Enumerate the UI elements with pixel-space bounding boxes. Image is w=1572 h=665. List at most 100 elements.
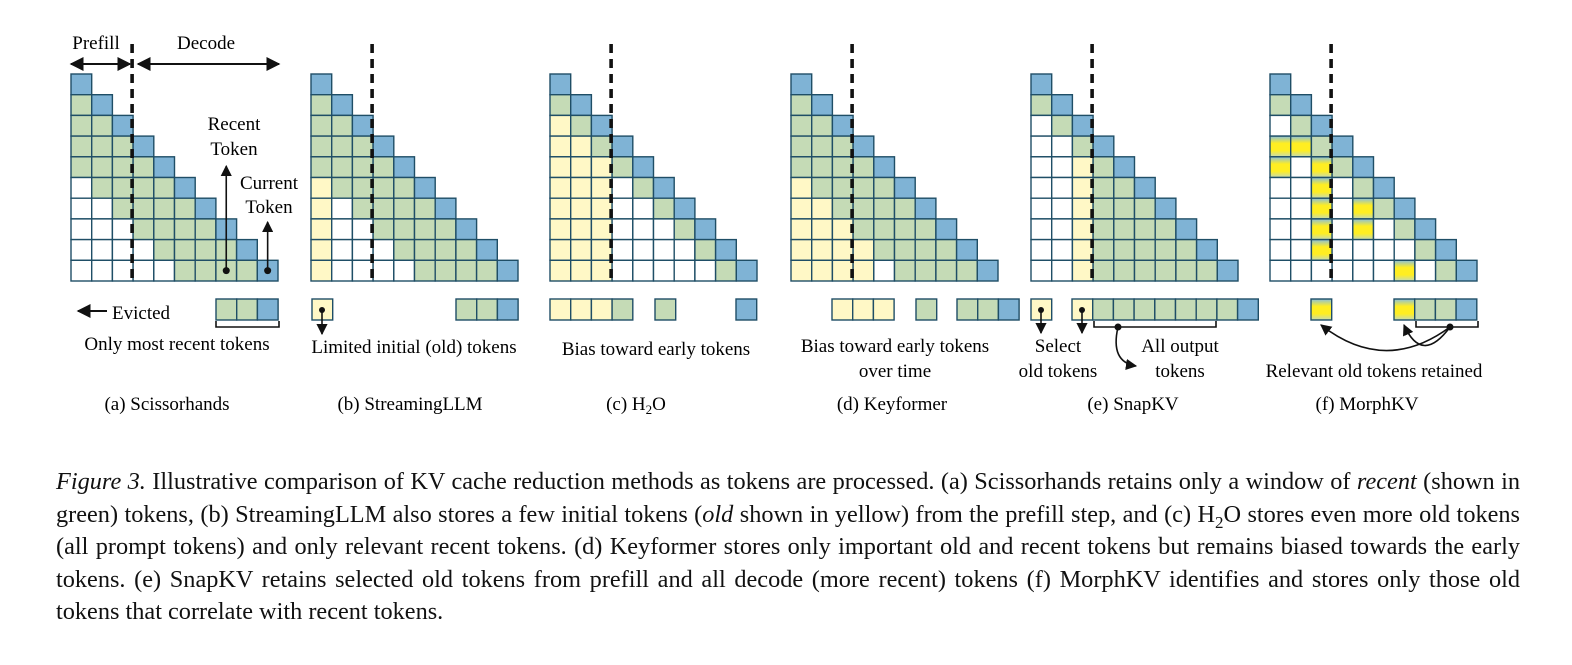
grid-cell — [132, 238, 155, 262]
grid-cell — [1133, 197, 1156, 220]
grid-cell — [590, 135, 613, 158]
grid-cell — [632, 156, 655, 179]
retained-token — [872, 298, 895, 321]
retained-token — [549, 298, 572, 321]
grid-cell — [90, 259, 114, 282]
grid-cell — [153, 156, 176, 179]
grid-cell — [570, 259, 593, 282]
grid-cell — [413, 238, 436, 262]
grid-cell — [831, 135, 854, 158]
grid-cell — [590, 218, 613, 241]
grid-cell — [873, 259, 896, 282]
prefill-label: Prefill — [72, 33, 120, 54]
attention-grid-f — [1269, 44, 1478, 282]
grid-cell — [1195, 238, 1218, 262]
grid-cell — [1113, 176, 1136, 199]
grid-cell — [351, 238, 374, 262]
grid-cell — [811, 93, 834, 117]
grid-cell — [935, 238, 958, 262]
grid-cell — [153, 197, 176, 220]
grid-cell — [455, 218, 478, 241]
grid-cell — [475, 238, 499, 262]
grid-cell — [893, 259, 916, 282]
grid-cell — [1216, 259, 1239, 282]
grid-cell — [1372, 259, 1395, 282]
grid-cell — [1352, 197, 1375, 220]
grid-cell — [351, 197, 374, 220]
current-token-label-2: Token — [245, 197, 293, 218]
grid-cell — [132, 135, 155, 158]
grid-cell — [673, 259, 696, 282]
grid-cell — [714, 259, 737, 282]
grid-cell — [852, 238, 875, 262]
grid-cell — [70, 259, 93, 282]
grid-cell — [590, 238, 613, 262]
grid-cell — [1289, 93, 1313, 117]
strip-label-e-right-2: tokens — [1155, 361, 1205, 382]
grid-cell — [310, 238, 333, 262]
panel-caption-f: (f) MorphKV — [1316, 394, 1419, 415]
grid-cell — [976, 259, 999, 282]
grid-cell — [310, 93, 333, 117]
grid-cell — [70, 197, 93, 220]
grid-cell — [1269, 218, 1292, 241]
grid-cell — [1154, 218, 1177, 241]
retained-token — [1413, 298, 1437, 321]
grid-cell — [111, 135, 134, 158]
grid-cell — [790, 176, 813, 199]
grid-cell — [1289, 197, 1313, 220]
grid-cell — [611, 238, 634, 262]
grid-cell — [611, 197, 634, 220]
grid-cell — [70, 238, 93, 262]
grid-cell — [1269, 156, 1292, 179]
grid-cell — [1289, 156, 1313, 179]
grid-cell — [1133, 238, 1156, 262]
grid-cell — [310, 176, 333, 199]
grid-cell — [1071, 197, 1094, 220]
panel-caption-b: (b) StreamingLLM — [337, 394, 482, 415]
retained-token — [611, 298, 634, 321]
grid-cell — [1154, 197, 1177, 220]
grid-cell — [1030, 238, 1053, 262]
retained-token — [1434, 298, 1457, 321]
grid-cell — [496, 259, 519, 282]
grid-cell — [1269, 238, 1292, 262]
retained-token — [831, 298, 854, 321]
grid-cell — [1050, 218, 1074, 241]
grid-cell — [1175, 218, 1198, 241]
strip-label-d-2: over time — [859, 361, 931, 382]
grid-cell — [393, 238, 416, 262]
grid-cell — [955, 259, 978, 282]
grid-cell — [1372, 197, 1395, 220]
grid-cell — [1331, 197, 1354, 220]
grid-cell — [1071, 114, 1094, 137]
grid-cell — [873, 156, 896, 179]
grid-cell — [1331, 218, 1354, 241]
grid-cell — [455, 259, 478, 282]
grid-cell — [1030, 114, 1053, 137]
grid-cell — [1050, 135, 1074, 158]
grid-cell — [632, 238, 655, 262]
grid-cell — [1133, 176, 1156, 199]
grid-cell — [790, 259, 813, 282]
grid-cell — [1331, 238, 1354, 262]
retained-token — [476, 298, 499, 321]
grid-cell — [831, 259, 854, 282]
grid-cell — [935, 259, 958, 282]
panel-caption-c: (c) H2O — [606, 394, 666, 417]
grid-cell — [632, 218, 655, 241]
grid-cell — [831, 197, 854, 220]
grid-cell — [570, 218, 593, 241]
grid-cell — [570, 135, 593, 158]
caption-figure-label: Figure 3. — [56, 468, 146, 495]
grid-cell — [1269, 73, 1292, 96]
grid-cell — [1372, 176, 1395, 199]
grid-cell — [413, 259, 436, 282]
grid-cell — [852, 218, 875, 241]
grid-cell — [132, 259, 155, 282]
grid-cell — [434, 197, 457, 220]
grid-cell — [1393, 238, 1416, 262]
grid-cell — [790, 73, 813, 96]
grid-cell — [1092, 156, 1115, 179]
grid-cell — [90, 218, 114, 241]
